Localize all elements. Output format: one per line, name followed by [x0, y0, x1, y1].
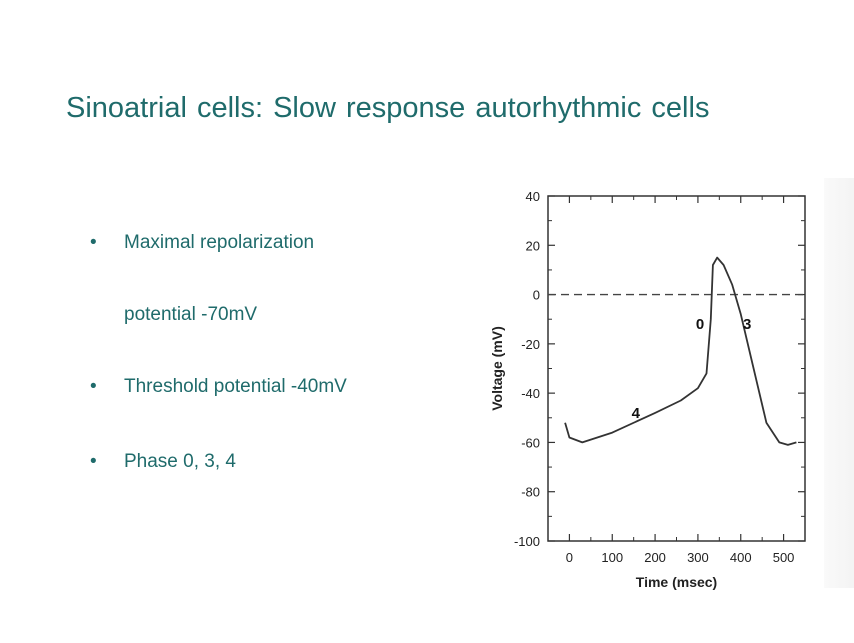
- phase-label: 3: [743, 316, 751, 333]
- side-decoration: [824, 178, 854, 588]
- y-tick-label: -20: [521, 337, 540, 352]
- x-tick-label: 300: [687, 550, 709, 565]
- bullet-marker: •: [90, 451, 97, 472]
- x-tick-label: 200: [644, 550, 666, 565]
- bullet-text: Threshold potential -40mV: [124, 376, 347, 397]
- bullet-text: Maximal repolarization: [124, 232, 315, 253]
- y-axis-label: Voltage (mV): [489, 326, 505, 411]
- y-tick-label: -60: [521, 435, 540, 450]
- y-tick-label: 40: [526, 189, 540, 204]
- x-tick-label: 500: [773, 550, 795, 565]
- action-potential-line: [564, 256, 797, 446]
- phase-label: 4: [632, 405, 641, 422]
- bullet-marker: •: [90, 376, 97, 397]
- y-tick-label: -100: [514, 534, 540, 549]
- phase-label: 0: [696, 316, 704, 333]
- slide-title: Sinoatrial cells: Slow response autorhyt…: [66, 92, 710, 124]
- y-tick-label: 0: [533, 288, 540, 303]
- bullet-marker: •: [90, 232, 97, 253]
- x-tick-label: 400: [730, 550, 752, 565]
- action-potential-chart: 40 20 0 -20 -40 -60 -80 -100 0 100 200 300 400 500 Tim…: [470, 188, 815, 598]
- x-axis-label: Time (msec): [636, 574, 717, 590]
- y-tick-label: -80: [521, 485, 540, 500]
- plot-frame: [547, 195, 806, 542]
- y-tick-label: -40: [521, 386, 540, 401]
- x-tick-label: 0: [566, 550, 573, 565]
- x-tick-label: 100: [601, 550, 623, 565]
- y-tick-label: 20: [526, 238, 540, 253]
- bullet-continuation: potential -70mV: [124, 304, 258, 325]
- bullet-text: Phase 0, 3, 4: [124, 451, 236, 472]
